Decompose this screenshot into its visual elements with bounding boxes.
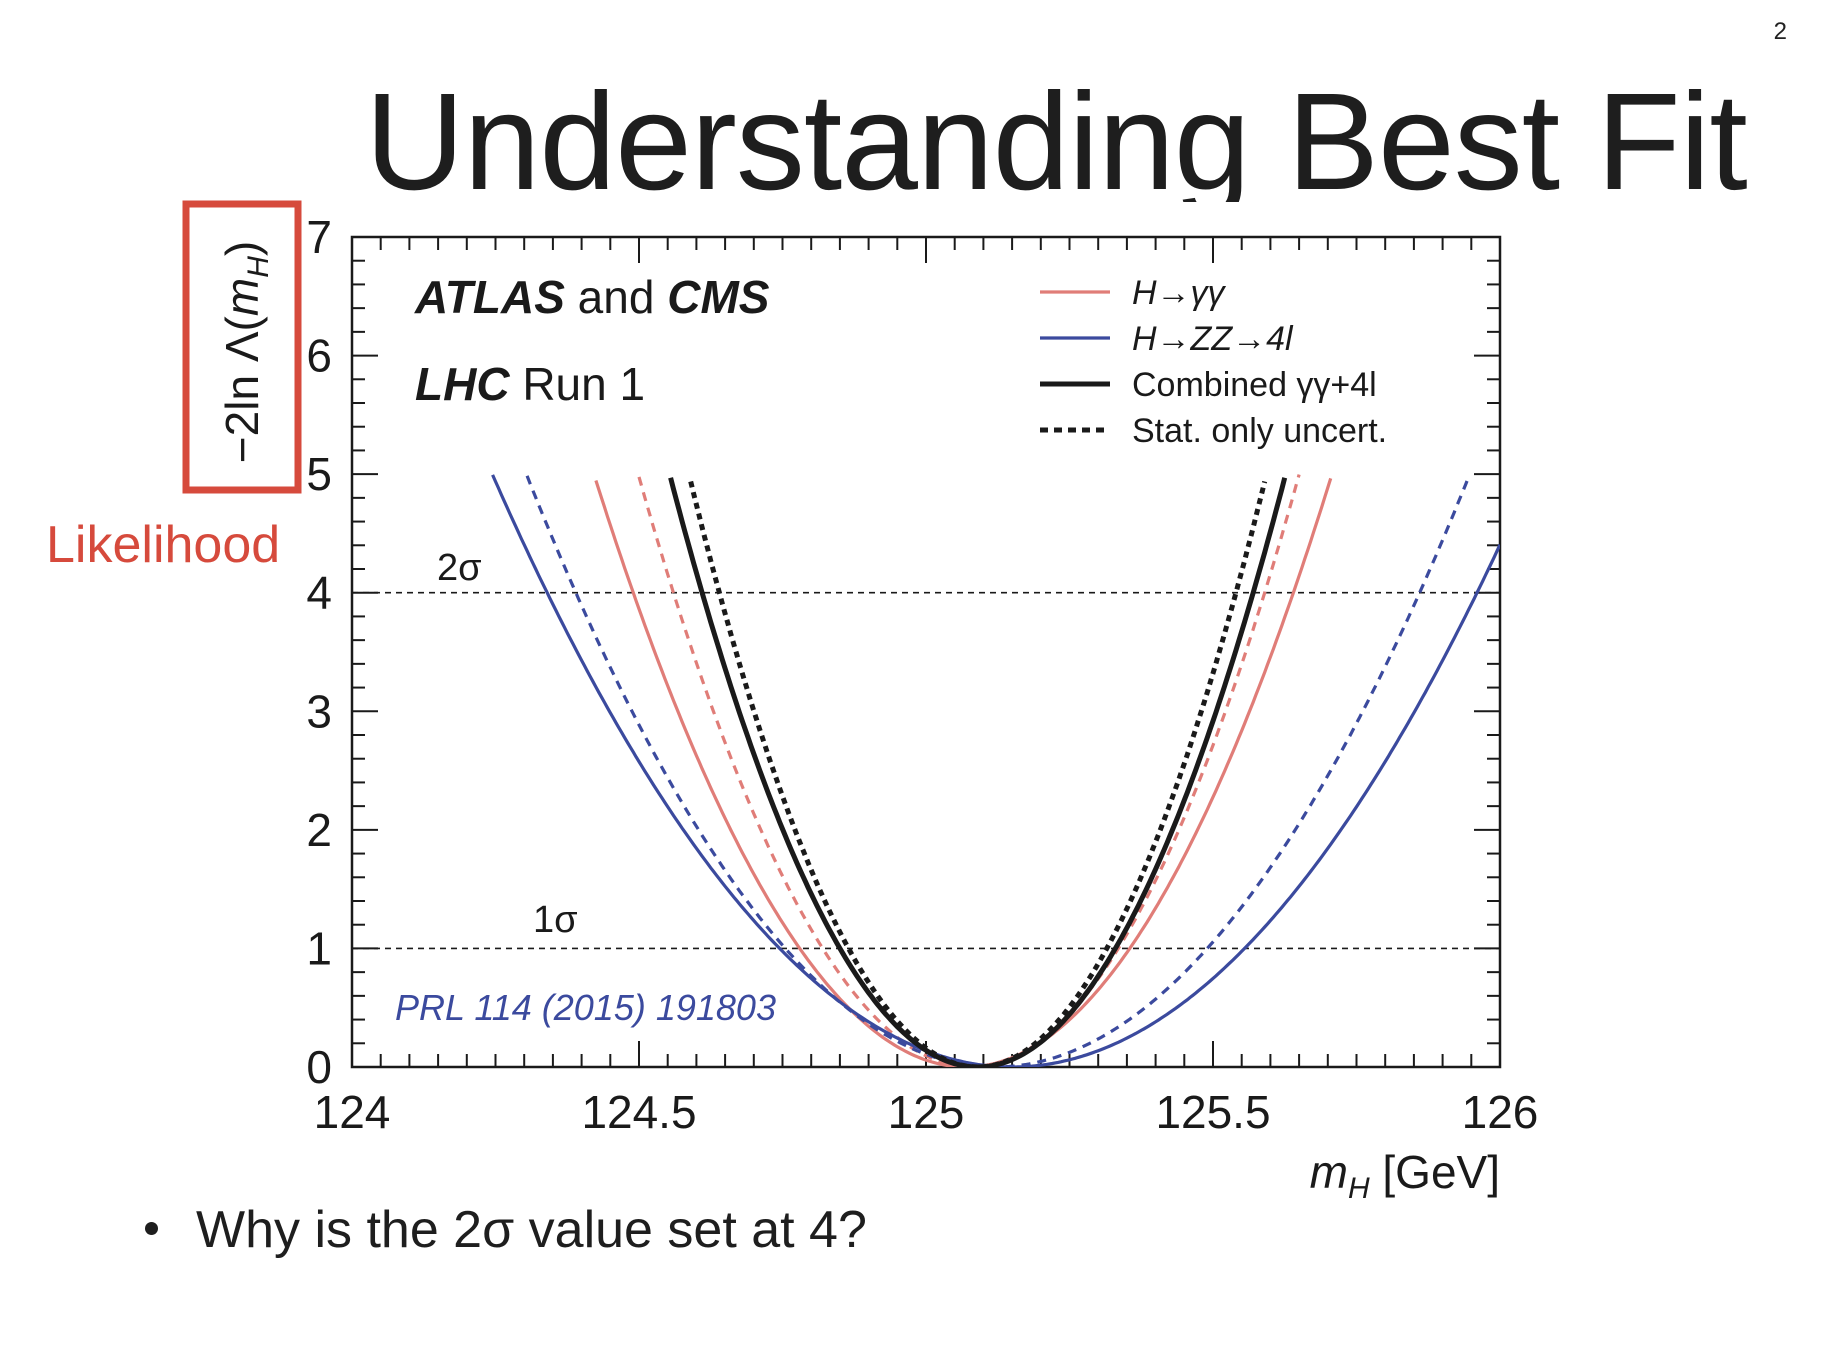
y-tick-label: 4 bbox=[306, 567, 332, 619]
experiment-join: and bbox=[565, 271, 667, 323]
likelihood-curves bbox=[491, 474, 1500, 1067]
run-label: LHC Run 1 bbox=[415, 358, 645, 410]
slide-title: Understanding Best Fit bbox=[365, 65, 1748, 202]
x-tick-label: 126 bbox=[1462, 1086, 1539, 1138]
x-tick-label: 124.5 bbox=[581, 1086, 696, 1138]
bullet-text: Why is the 2σ value set at 4? bbox=[196, 1201, 867, 1259]
ylabel-highlight-box bbox=[182, 200, 302, 494]
y-tick-label: 7 bbox=[306, 211, 332, 263]
y-tick-label: 5 bbox=[306, 448, 332, 500]
experiment-label: ATLAS and CMS bbox=[414, 271, 770, 323]
legend: H→γγ H→ZZ→4l Combined γγ+4l Stat. only unce… bbox=[1040, 274, 1387, 450]
curve-solid bbox=[594, 477, 1333, 1067]
y-tick-label: 3 bbox=[306, 685, 332, 737]
reference-label: PRL 114 (2015) 191803 bbox=[395, 987, 776, 1028]
legend-label: Combined γγ+4l bbox=[1132, 366, 1377, 404]
curve-solid bbox=[491, 474, 1500, 1067]
slide-number: 2 bbox=[1773, 18, 1787, 45]
bullet-question: Why is the 2σ value set at 4? bbox=[145, 1200, 867, 1260]
likelihood-annotation: Likelihood bbox=[46, 516, 280, 574]
curve-dashed bbox=[688, 480, 1268, 1067]
curve-dashed bbox=[525, 475, 1470, 1067]
y-tick-label: 1 bbox=[306, 922, 332, 974]
curve-dashed bbox=[637, 474, 1301, 1067]
legend-label: H→γγ bbox=[1132, 274, 1227, 312]
experiment-atlas: ATLAS bbox=[414, 271, 565, 323]
run-lhc: LHC bbox=[415, 358, 510, 410]
bullet-dot-icon bbox=[145, 1221, 158, 1235]
sigma-reference-lines bbox=[352, 591, 1500, 950]
tick-labels: 124 124.5 125 125.5 126 0 1 2 3 4 5 6 7 bbox=[306, 211, 1538, 1138]
y-tick-label: 2 bbox=[306, 804, 332, 856]
axis-ticks bbox=[351, 236, 1501, 1068]
sigma2-label: 2σ bbox=[437, 547, 482, 589]
x-tick-label: 125 bbox=[888, 1086, 965, 1138]
legend-label: Stat. only uncert. bbox=[1132, 412, 1387, 450]
legend-label: H→ZZ→4l bbox=[1132, 320, 1294, 358]
curve-solid bbox=[668, 477, 1288, 1067]
y-axis-label: −2ln Λ(mH) bbox=[216, 241, 275, 463]
x-axis-label: mH [GeV] bbox=[1310, 1146, 1500, 1205]
sigma1-label: 1σ bbox=[533, 899, 578, 941]
x-tick-label: 124 bbox=[314, 1086, 391, 1138]
experiment-cms: CMS bbox=[667, 271, 770, 323]
x-tick-label: 125.5 bbox=[1155, 1086, 1270, 1138]
y-tick-label: 6 bbox=[306, 330, 332, 382]
run-rest: Run 1 bbox=[510, 358, 646, 410]
y-tick-label: 0 bbox=[306, 1041, 332, 1093]
